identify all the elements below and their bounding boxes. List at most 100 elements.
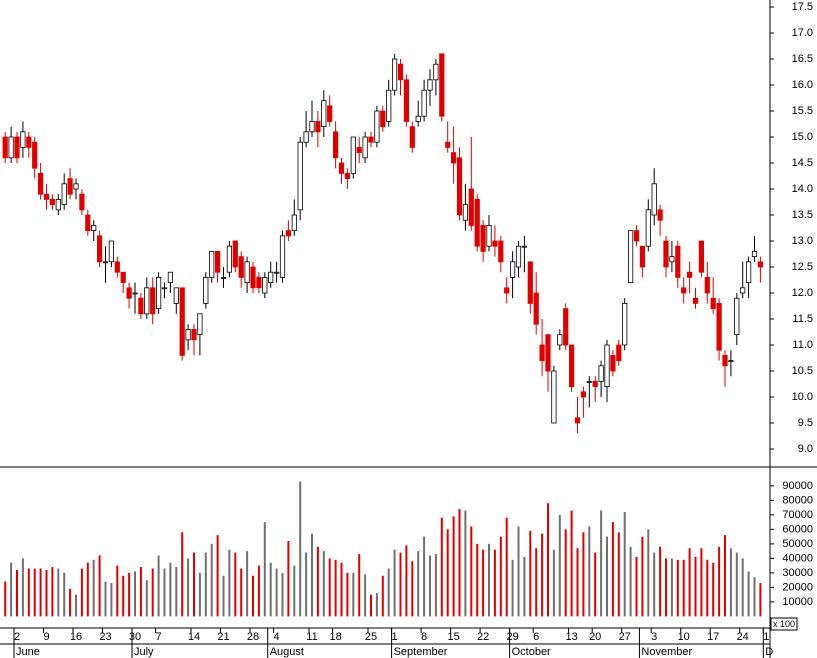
volume-bar (594, 552, 597, 617)
volume-bar (281, 572, 284, 617)
y-tick-label: 13.0 (792, 235, 813, 247)
y-tick-label: 17.5 (792, 1, 813, 13)
volume-bar (399, 552, 402, 617)
volume-bar (80, 568, 83, 617)
volume-bar (10, 562, 13, 617)
x-tick-label: 30 (129, 631, 141, 643)
volume-bar (712, 562, 715, 617)
volume-bar (370, 594, 372, 617)
volume-bar (193, 552, 195, 617)
month-label: September (394, 646, 448, 658)
x-tick-label: 11 (306, 631, 317, 643)
x-tick-label: 4 (274, 631, 280, 643)
candle-body (456, 157, 463, 216)
volume-bar (488, 543, 490, 617)
volume-bar (576, 548, 579, 617)
volume-bar (364, 574, 367, 617)
volume-bar (641, 536, 644, 617)
volume-bar (747, 571, 750, 617)
volume-bar (322, 551, 325, 617)
y-tick-label: 16.5 (792, 53, 813, 65)
candle-body (533, 292, 539, 325)
x-tick-label: 1 (763, 631, 769, 643)
volume-bar (741, 558, 744, 617)
candle-body (746, 261, 752, 284)
volume-bar (446, 529, 449, 617)
y-tick-label: 12.0 (792, 287, 813, 299)
volume-bar (21, 558, 24, 617)
candle-body (285, 230, 292, 237)
candle-body (38, 173, 44, 195)
candle-body (85, 214, 91, 232)
candle-body (439, 53, 445, 117)
volume-bar (257, 565, 260, 617)
candle-body (315, 121, 321, 133)
volume-bar (529, 530, 532, 617)
volume-bar (110, 583, 113, 617)
candle-body (8, 136, 14, 159)
x-tick-label: 29 (506, 631, 518, 643)
volume-bar (647, 529, 650, 617)
candle-body (421, 89, 427, 117)
candle-body (338, 162, 345, 174)
volume-bar (411, 561, 414, 617)
x-tick-label: 21 (217, 631, 229, 643)
candle-body (710, 297, 716, 310)
volume-bar (759, 583, 762, 617)
volume-bar (57, 568, 60, 617)
volume-bar (287, 540, 290, 617)
volume-bar (588, 526, 591, 617)
candle-body (155, 277, 162, 310)
volume-bar (570, 510, 573, 617)
x-tick-label: 24 (737, 631, 749, 643)
candle-body (663, 240, 669, 268)
candle-body (232, 240, 238, 268)
candle-body (374, 110, 380, 143)
candle-body (97, 235, 103, 263)
volume-bar (252, 575, 254, 617)
month-label: D (765, 646, 773, 658)
volume-bar (346, 572, 349, 617)
candle-body (527, 261, 533, 304)
x-tick-label: 1 (392, 631, 398, 643)
candle-body (303, 131, 309, 143)
candle-body (179, 287, 185, 356)
volume-bar (157, 555, 160, 617)
candle-body (492, 240, 498, 247)
volume-bar (535, 548, 538, 617)
candle-body (43, 193, 50, 200)
volume-bar (139, 567, 142, 617)
candle-body (362, 136, 368, 159)
candle-body (197, 313, 203, 336)
candle-body (102, 261, 109, 264)
volume-bar (51, 567, 54, 617)
month-label: November (641, 646, 692, 658)
y2-tick-label: 60000 (782, 523, 813, 535)
volume-bar (75, 594, 77, 617)
candle-body (309, 121, 315, 133)
volume-bar (393, 549, 396, 617)
volume-bar (63, 572, 66, 617)
candle-body (120, 271, 126, 284)
candle-body (639, 245, 646, 268)
unit-box (770, 617, 798, 631)
candle-body (722, 355, 728, 367)
volume-bar (623, 511, 626, 617)
candle-body (681, 287, 687, 294)
candle-body (321, 100, 327, 128)
volume-bar (670, 558, 673, 617)
volume-bar (600, 510, 603, 617)
volume-bar (405, 545, 408, 617)
volume-bar (187, 558, 190, 617)
volume-bar (735, 552, 738, 617)
candle-body (138, 297, 144, 315)
volume-bar (311, 533, 313, 617)
x-tick-label: 16 (70, 631, 82, 643)
candle-body (273, 271, 280, 274)
candle-body (114, 261, 120, 273)
volume-bar (423, 536, 426, 617)
candle-body (716, 303, 722, 351)
volume-bar (340, 562, 343, 617)
volume-bar (240, 568, 243, 617)
volume-bar (682, 559, 685, 617)
